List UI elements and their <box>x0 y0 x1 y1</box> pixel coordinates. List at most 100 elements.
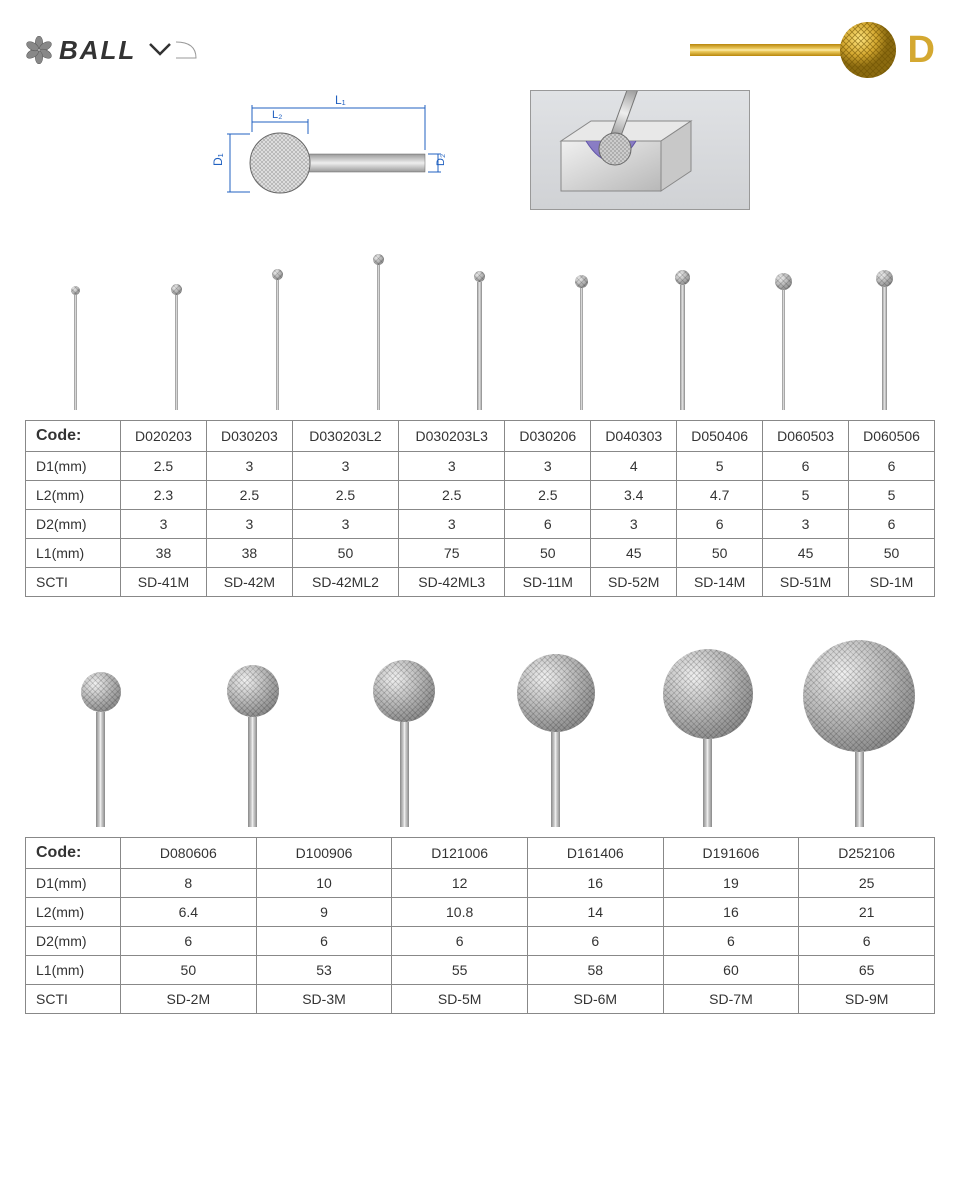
data-cell: 3 <box>292 510 398 539</box>
data-cell: 3.4 <box>591 481 677 510</box>
data-cell: 50 <box>849 539 935 568</box>
code-cell: D100906 <box>256 838 392 869</box>
data-cell: SD-42M <box>206 568 292 597</box>
row-header: Code: <box>26 838 121 869</box>
chevron-icon <box>148 40 198 60</box>
code-cell: D060506 <box>849 421 935 452</box>
data-cell: 5 <box>677 452 763 481</box>
code-cell: D030203L2 <box>292 421 398 452</box>
data-cell: 5 <box>763 481 849 510</box>
data-cell: SD-3M <box>256 985 392 1014</box>
burr-illustration <box>126 284 227 410</box>
row-header: D2(mm) <box>26 927 121 956</box>
data-cell: 2.5 <box>505 481 591 510</box>
data-cell: 6 <box>849 510 935 539</box>
burr-illustration <box>783 640 935 827</box>
data-cell: SD-7M <box>663 985 799 1014</box>
data-cell: 50 <box>677 539 763 568</box>
type-letter: D <box>908 29 935 72</box>
data-cell: 6 <box>527 927 663 956</box>
code-cell: D161406 <box>527 838 663 869</box>
burr-illustration <box>177 665 329 827</box>
data-cell: 16 <box>527 869 663 898</box>
code-cell: D030203L3 <box>399 421 505 452</box>
data-cell: SD-6M <box>527 985 663 1014</box>
spec-table-2: Code:D080606D100906D121006D161406D191606… <box>25 837 935 1014</box>
row-header: SCTI <box>26 985 121 1014</box>
header-row: BALL <box>25 20 935 80</box>
data-cell: SD-42ML2 <box>292 568 398 597</box>
row-header: Code: <box>26 421 121 452</box>
data-cell: SD-11M <box>505 568 591 597</box>
data-cell: 12 <box>392 869 528 898</box>
row-header: D1(mm) <box>26 452 121 481</box>
data-cell: 21 <box>799 898 935 927</box>
burr-illustration <box>834 270 935 410</box>
data-cell: SD-14M <box>677 568 763 597</box>
product-title: BALL <box>59 35 136 66</box>
row-header: L2(mm) <box>26 898 121 927</box>
data-cell: 3 <box>121 510 207 539</box>
usage-diagram <box>530 90 750 210</box>
data-cell: 53 <box>256 956 392 985</box>
data-cell: 4 <box>591 452 677 481</box>
code-cell: D121006 <box>392 838 528 869</box>
data-cell: 3 <box>399 452 505 481</box>
data-cell: 6.4 <box>121 898 257 927</box>
data-cell: 50 <box>505 539 591 568</box>
data-cell: 4.7 <box>677 481 763 510</box>
data-cell: 10 <box>256 869 392 898</box>
data-cell: 55 <box>392 956 528 985</box>
data-cell: 25 <box>799 869 935 898</box>
burr-illustration <box>328 660 480 827</box>
data-cell: 19 <box>663 869 799 898</box>
dimension-diagram: L₁ L₂ D₁ D₂ <box>210 90 450 210</box>
data-cell: 6 <box>799 927 935 956</box>
burr-illustration <box>632 649 784 827</box>
burr-illustration <box>531 275 632 410</box>
row-header: L2(mm) <box>26 481 121 510</box>
data-cell: SD-5M <box>392 985 528 1014</box>
data-cell: 3 <box>292 452 398 481</box>
burr-illustration <box>227 269 328 410</box>
code-cell: D252106 <box>799 838 935 869</box>
code-cell: D060503 <box>763 421 849 452</box>
data-cell: 3 <box>206 452 292 481</box>
svg-text:D₂: D₂ <box>435 154 447 166</box>
data-cell: 6 <box>677 510 763 539</box>
data-cell: 3 <box>399 510 505 539</box>
data-cell: 2.5 <box>399 481 505 510</box>
data-cell: 50 <box>292 539 398 568</box>
svg-text:L₂: L₂ <box>272 109 282 121</box>
data-cell: 65 <box>799 956 935 985</box>
code-cell: D040303 <box>591 421 677 452</box>
data-cell: SD-2M <box>121 985 257 1014</box>
title-block: BALL <box>25 35 198 66</box>
data-cell: 14 <box>527 898 663 927</box>
code-cell: D030203 <box>206 421 292 452</box>
data-cell: 45 <box>763 539 849 568</box>
data-cell: 16 <box>663 898 799 927</box>
data-cell: 6 <box>121 927 257 956</box>
burr-illustration <box>25 286 126 410</box>
burr-illustration <box>328 254 429 410</box>
data-cell: SD-42ML3 <box>399 568 505 597</box>
burr-illustration <box>429 271 530 410</box>
data-cell: 6 <box>505 510 591 539</box>
diagram-row: L₁ L₂ D₁ D₂ <box>25 90 935 220</box>
data-cell: 6 <box>849 452 935 481</box>
data-cell: 3 <box>591 510 677 539</box>
data-cell: 38 <box>121 539 207 568</box>
row-header: L1(mm) <box>26 539 121 568</box>
data-cell: 2.5 <box>292 481 398 510</box>
burr-illustration <box>632 270 733 410</box>
burr-illustration <box>480 654 632 827</box>
code-cell: D050406 <box>677 421 763 452</box>
data-cell: 9 <box>256 898 392 927</box>
data-cell: SD-1M <box>849 568 935 597</box>
data-cell: 8 <box>121 869 257 898</box>
data-cell: 50 <box>121 956 257 985</box>
data-cell: 3 <box>505 452 591 481</box>
code-cell: D191606 <box>663 838 799 869</box>
code-cell: D030206 <box>505 421 591 452</box>
